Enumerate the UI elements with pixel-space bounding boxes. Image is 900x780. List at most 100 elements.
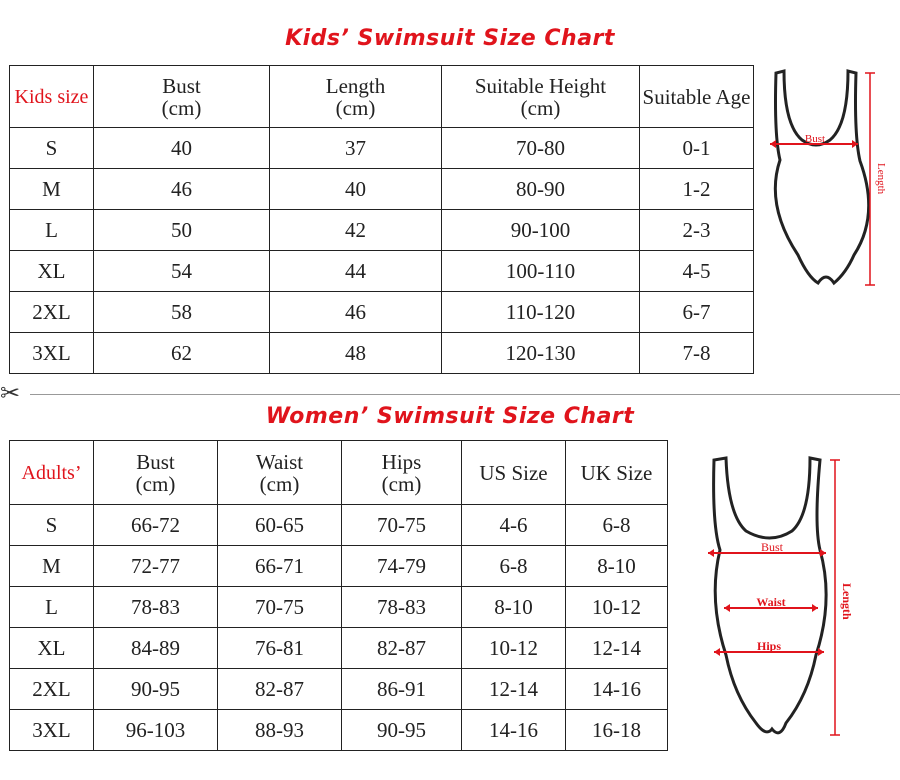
women-value-cell: 66-72 xyxy=(93,504,218,546)
women-value-cell: 60-65 xyxy=(217,504,342,546)
women-length-label: Length xyxy=(840,583,854,620)
kids-header-cell: Suitable Age xyxy=(639,65,754,128)
women-header-cell: UK Size xyxy=(565,440,668,505)
kids-chart-title: Kids’ Swimsuit Size Chart xyxy=(285,26,615,51)
table-row: M 72-77 66-71 74-79 6-8 8-10 xyxy=(9,545,668,587)
kids-value-cell: 50 xyxy=(93,209,270,251)
women-size-cell: L xyxy=(9,586,94,628)
women-size-cell: 3XL xyxy=(9,709,94,751)
table-row: M 46 40 80-90 1-2 xyxy=(9,168,754,210)
women-value-cell: 82-87 xyxy=(341,627,462,669)
table-row: 3XL 96-103 88-93 90-95 14-16 16-18 xyxy=(9,709,668,751)
kids-header-cell: Bust (cm) xyxy=(93,65,270,128)
kids-length-label: Length xyxy=(875,163,887,195)
kids-value-cell: 2-3 xyxy=(639,209,754,251)
women-value-cell: 12-14 xyxy=(461,668,566,710)
women-value-cell: 8-10 xyxy=(565,545,668,587)
kids-value-cell: 44 xyxy=(269,250,442,292)
women-value-cell: 70-75 xyxy=(341,504,462,546)
kids-value-cell: 100-110 xyxy=(441,250,640,292)
kids-size-cell: 2XL xyxy=(9,291,94,333)
women-value-cell: 90-95 xyxy=(93,668,218,710)
kids-size-cell: L xyxy=(9,209,94,251)
kids-header-cell: Length (cm) xyxy=(269,65,442,128)
kids-value-cell: 62 xyxy=(93,332,270,374)
kids-value-cell: 7-8 xyxy=(639,332,754,374)
kids-value-cell: 46 xyxy=(269,291,442,333)
women-value-cell: 90-95 xyxy=(341,709,462,751)
table-row: S 66-72 60-65 70-75 4-6 6-8 xyxy=(9,504,668,546)
women-header-cell: Hips (cm) xyxy=(341,440,462,505)
women-value-cell: 6-8 xyxy=(461,545,566,587)
women-value-cell: 8-10 xyxy=(461,586,566,628)
kids-value-cell: 40 xyxy=(269,168,442,210)
table-row: L 50 42 90-100 2-3 xyxy=(9,209,754,251)
cut-divider xyxy=(30,394,900,395)
women-value-cell: 72-77 xyxy=(93,545,218,587)
women-value-cell: 78-83 xyxy=(93,586,218,628)
women-value-cell: 14-16 xyxy=(461,709,566,751)
kids-value-cell: 110-120 xyxy=(441,291,640,333)
women-value-cell: 88-93 xyxy=(217,709,342,751)
kids-value-cell: 58 xyxy=(93,291,270,333)
women-size-cell: S xyxy=(9,504,94,546)
kids-value-cell: 54 xyxy=(93,250,270,292)
table-row: 3XL 62 48 120-130 7-8 xyxy=(9,332,754,374)
women-value-cell: 78-83 xyxy=(341,586,462,628)
women-value-cell: 70-75 xyxy=(217,586,342,628)
women-size-cell: XL xyxy=(9,627,94,669)
kids-value-cell: 70-80 xyxy=(441,127,640,169)
women-value-cell: 4-6 xyxy=(461,504,566,546)
women-chart-title: Women’ Swimsuit Size Chart xyxy=(265,404,635,429)
women-value-cell: 86-91 xyxy=(341,668,462,710)
women-header-cell: Adults’ xyxy=(9,440,94,505)
women-value-cell: 6-8 xyxy=(565,504,668,546)
kids-value-cell: 40 xyxy=(93,127,270,169)
women-header-cell: Bust (cm) xyxy=(93,440,218,505)
women-value-cell: 74-79 xyxy=(341,545,462,587)
women-swimsuit-diagram: Bust Waist Hips Length xyxy=(708,456,854,736)
women-waist-label: Waist xyxy=(756,595,785,609)
scissors-icon: ✂ xyxy=(0,381,21,407)
kids-size-cell: S xyxy=(9,127,94,169)
kids-value-cell: 6-7 xyxy=(639,291,754,333)
table-row: XL 54 44 100-110 4-5 xyxy=(9,250,754,292)
kids-size-cell: 3XL xyxy=(9,332,94,374)
women-bust-label: Bust xyxy=(761,540,784,554)
women-value-cell: 84-89 xyxy=(93,627,218,669)
kids-value-cell: 90-100 xyxy=(441,209,640,251)
table-row: S 40 37 70-80 0-1 xyxy=(9,127,754,169)
women-value-cell: 12-14 xyxy=(565,627,668,669)
kids-value-cell: 120-130 xyxy=(441,332,640,374)
women-size-table: Adults’ Bust (cm) Waist (cm) Hips (cm) US Si… xyxy=(9,440,668,751)
kids-size-table: Kids size Bust (cm) Length (cm) Suitable He… xyxy=(9,65,754,374)
kids-header-cell: Kids size xyxy=(9,65,94,128)
kids-bust-label: Bust xyxy=(805,133,825,145)
kids-value-cell: 80-90 xyxy=(441,168,640,210)
table-row: 2XL 58 46 110-120 6-7 xyxy=(9,291,754,333)
kids-value-cell: 46 xyxy=(93,168,270,210)
women-size-cell: 2XL xyxy=(9,668,94,710)
women-value-cell: 10-12 xyxy=(461,627,566,669)
women-header-cell: US Size xyxy=(461,440,566,505)
table-row: XL 84-89 76-81 82-87 10-12 12-14 xyxy=(9,627,668,669)
kids-value-cell: 1-2 xyxy=(639,168,754,210)
kids-size-cell: XL xyxy=(9,250,94,292)
women-size-cell: M xyxy=(9,545,94,587)
women-value-cell: 14-16 xyxy=(565,668,668,710)
kids-value-cell: 37 xyxy=(269,127,442,169)
women-value-cell: 10-12 xyxy=(565,586,668,628)
kids-header-cell: Suitable Height (cm) xyxy=(441,65,640,128)
women-value-cell: 96-103 xyxy=(93,709,218,751)
women-hips-label: Hips xyxy=(757,639,781,653)
kids-size-cell: M xyxy=(9,168,94,210)
kids-value-cell: 0-1 xyxy=(639,127,754,169)
women-value-cell: 16-18 xyxy=(565,709,668,751)
kids-value-cell: 4-5 xyxy=(639,250,754,292)
women-header-cell: Waist (cm) xyxy=(217,440,342,505)
table-row: 2XL 90-95 82-87 86-91 12-14 14-16 xyxy=(9,668,668,710)
kids-swimsuit-diagram: Bust Length xyxy=(770,69,887,286)
women-value-cell: 82-87 xyxy=(217,668,342,710)
table-row: L 78-83 70-75 78-83 8-10 10-12 xyxy=(9,586,668,628)
women-value-cell: 66-71 xyxy=(217,545,342,587)
